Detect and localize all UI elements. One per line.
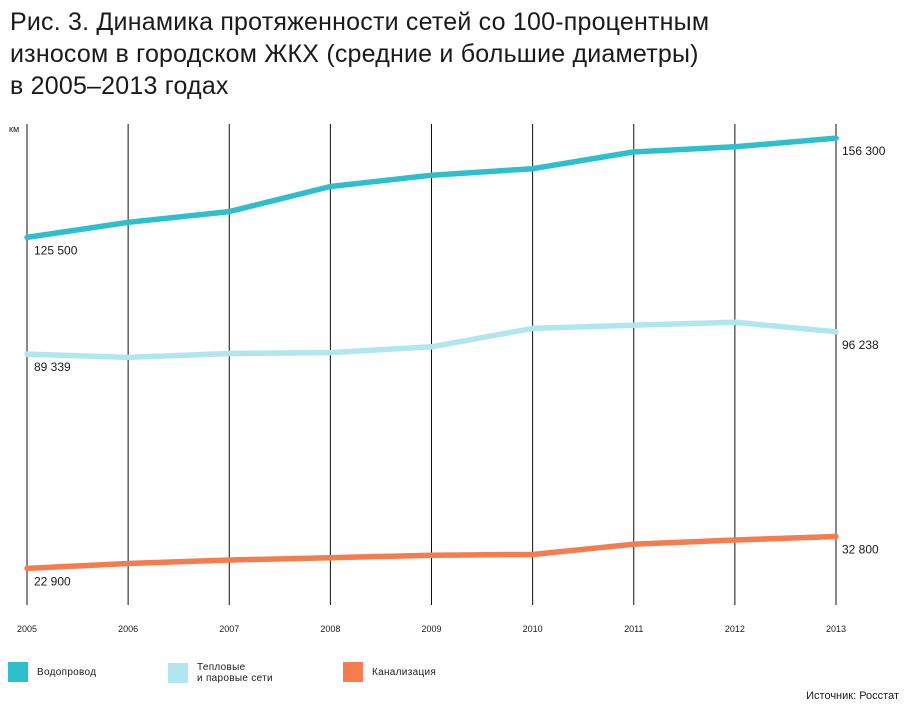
legend-swatch xyxy=(8,662,28,682)
y-axis-unit-label: км xyxy=(9,124,19,134)
legend-item: Тепловые и паровые сети xyxy=(168,662,273,684)
x-tick-label: 2011 xyxy=(624,624,643,634)
data-point xyxy=(328,184,333,189)
data-label-first: 89 339 xyxy=(34,360,71,374)
x-tick-label: 2008 xyxy=(320,624,340,634)
chart-title-line: износом в городском ЖКХ (средние и больш… xyxy=(10,40,699,68)
legend-label: Тепловые и паровые сети xyxy=(197,662,273,684)
chart-title-line: Рис. 3. Динамика протяженности сетей со … xyxy=(10,8,710,36)
source-note: Источник: Росстат xyxy=(806,690,899,702)
data-label-last: 96 238 xyxy=(842,338,879,352)
data-point xyxy=(24,351,30,357)
chart-legend: Водопровод Тепловые и паровые сети Канализ… xyxy=(0,662,907,692)
data-point xyxy=(631,322,636,328)
data-point xyxy=(429,344,434,349)
data-point xyxy=(125,220,131,225)
data-label-last: 156 300 xyxy=(842,144,886,158)
data-point xyxy=(24,235,30,240)
chart-title-line: в 2005–2013 годах xyxy=(10,72,229,100)
legend-swatch xyxy=(343,662,363,682)
x-tick-label: 2007 xyxy=(219,624,239,634)
chart-title: Рис. 3. Динамика протяженности сетей со … xyxy=(10,6,890,102)
x-tick-label: 2006 xyxy=(118,624,138,634)
data-point xyxy=(227,351,232,356)
data-point xyxy=(530,552,535,557)
data-point xyxy=(833,329,839,335)
data-point xyxy=(328,555,333,560)
data-point xyxy=(429,552,434,558)
legend-label: Канализация xyxy=(372,666,437,678)
data-point xyxy=(732,537,738,543)
legend-label: Водопровод xyxy=(37,666,97,678)
x-tick-label: 2012 xyxy=(725,624,745,634)
data-point xyxy=(530,326,535,331)
line-chart: км 2005 2006 2007 2008 2009 2010 2011 2012 2013 12… xyxy=(9,124,886,634)
data-point xyxy=(530,166,535,171)
legend-item: Водопровод xyxy=(8,662,96,682)
data-point xyxy=(732,320,738,325)
data-point xyxy=(125,355,131,360)
data-point xyxy=(631,541,636,547)
legend-item: Канализация xyxy=(343,662,436,682)
data-label-first: 125 500 xyxy=(34,243,78,257)
data-point xyxy=(732,144,738,149)
data-point xyxy=(125,561,131,566)
data-point xyxy=(833,135,839,141)
data-label-first: 22 900 xyxy=(34,574,71,588)
x-tick-label: 2005 xyxy=(17,624,37,634)
data-point xyxy=(24,566,30,571)
x-tick-label: 2013 xyxy=(826,624,846,634)
data-point xyxy=(328,350,333,355)
data-point xyxy=(631,149,636,155)
x-tick-label: 2010 xyxy=(523,624,543,634)
data-point xyxy=(227,209,232,214)
x-tick-label: 2009 xyxy=(421,624,441,634)
data-point xyxy=(833,534,839,539)
data-point xyxy=(227,557,232,563)
legend-swatch xyxy=(168,663,188,683)
data-point xyxy=(429,172,434,178)
data-label-last: 32 800 xyxy=(842,542,879,556)
